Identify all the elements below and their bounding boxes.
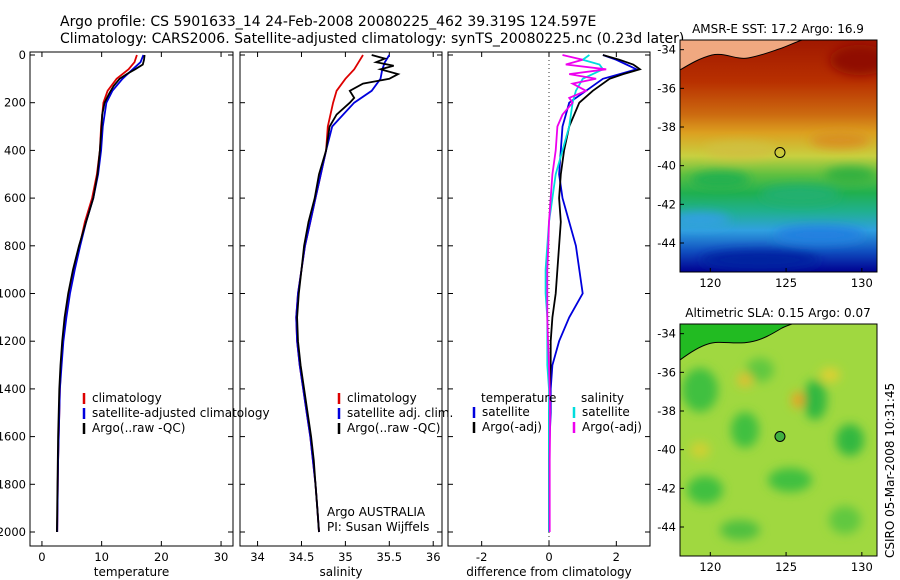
temp-xtick-label: 20 [154,550,169,564]
depth-tick-label: 400 [4,143,26,157]
map-ytick-label: -40 [657,159,676,173]
sst-map-frame [679,39,878,273]
temp-series-line-2 [56,54,146,533]
map-xtick-label: 120 [699,276,721,290]
map-ytick-label: -34 [657,327,676,341]
depth-tick-label: 1000 [0,287,26,301]
map-xtick-label: 125 [775,276,797,290]
diff-xtick-label: -2 [476,550,487,564]
sal-xlabel: salinity [319,565,362,579]
sla-argo-position-marker [774,431,786,443]
diff-legend-entry: Argo(-adj) [482,420,542,434]
temp-xtick-label: 10 [94,550,109,564]
sla-land [680,324,792,360]
sst-map-axes: 120 125 130 -34 -36 -38 -40 -42 -44 [657,43,873,290]
sst-map-title: AMSR-E SST: 17.2 Argo: 16.9 [692,22,864,36]
diff-xtick-label: 0 [545,550,552,564]
map-ytick-label: -44 [657,236,676,250]
depth-tick-label: 1800 [0,477,26,491]
depth-tick-label: 0 [19,48,26,62]
sst-argo-position-marker [774,147,786,159]
temp-legend-entry: Argo(..raw -QC) [92,421,185,435]
sal-xtick-label: 35.5 [376,550,402,564]
diff-series-line-2 [544,54,605,532]
depth-tick-label: 1200 [0,334,26,348]
map-ytick-label: -38 [657,120,676,134]
sal-legend-entry: satellite adj. clim. [347,406,453,420]
depth-tick-label: 1400 [0,382,26,396]
sla-coastline [680,324,793,361]
map-xtick-label: 120 [699,560,721,574]
map-xtick-label: 130 [851,560,873,574]
map-ytick-label: -36 [657,365,676,379]
figure-title-line2: Climatology: CARS2006. Satellite-adjuste… [60,31,684,47]
pi-institution-note: Argo AUSTRALIA [327,505,426,519]
map-xtick-label: 130 [851,276,873,290]
diff-legend-entry: Argo(-adj) [582,420,642,434]
sst-land [680,40,802,70]
sal-xtick-label: 35 [338,550,353,564]
sal-legend-entry: Argo(..raw -QC) [347,421,440,435]
figure-title-line1: Argo profile: CS 5901633_14 24-Feb-2008 … [60,14,596,30]
sal-xtick-label: 34.5 [289,550,315,564]
sst-map: 120 125 130 -34 -36 -38 -40 -42 -44 AMSR-E SST: … [657,22,878,290]
map-ytick-label: -42 [657,481,676,495]
diff-legend-entry: satellite [482,405,530,419]
diff-legend-entry: satellite [582,405,630,419]
sst-texture [680,45,877,270]
sla-map-title: Altimetric SLA: 0.15 Argo: 0.07 [685,306,870,320]
temp-xlabel: temperature [94,565,169,579]
diff-xlabel: difference from climatology [466,565,632,579]
sla-map: 120 125 130 -34 -36 -38 -40 -42 -44 Altimetric S… [657,306,878,574]
sst-coastline [680,40,803,71]
csiro-timestamp-label: CSIRO 05-Mar-2008 10:31:45 [883,383,897,558]
map-ytick-label: -42 [657,197,676,211]
temp-legend-entry: satellite-adjusted climatology [92,406,270,420]
diff-series-line-0 [548,54,640,532]
temp-xtick-label: 0 [38,550,45,564]
depth-tick-label: 200 [4,96,26,110]
depth-tick-label: 800 [4,239,26,253]
sal-series-line-1 [295,54,391,533]
sla-map-axes: 120 125 130 -34 -36 -38 -40 -42 -44 [657,327,873,574]
sla-map-frame [679,323,878,557]
map-xtick-label: 125 [775,560,797,574]
sal-plot-frame [239,51,443,547]
temperature-panel: 0 10 20 30 0 200 400 600 800 1000 1200 1400 1600 1800… [0,48,270,579]
pi-name-note: PI: Susan Wijffels [327,520,429,534]
sal-xtick-label: 36 [426,550,441,564]
sal-legend-entry: climatology [347,391,417,405]
temp-legend-entry: climatology [92,391,162,405]
depth-tick-label: 1600 [0,430,26,444]
depth-tick-label: 600 [4,191,26,205]
temp-xtick-label: 30 [214,550,229,564]
sal-xtick-label: 34 [250,550,265,564]
map-ytick-label: -38 [657,404,676,418]
diff-series-line-3 [546,54,607,532]
temp-plot-frame [29,51,234,547]
diff-legend-header-salinity: salinity [581,391,624,405]
salinity-panel: 34 34.5 35 35.5 36 salinity climatologysatelli… [239,51,453,579]
sla-texture [682,358,864,540]
diff-xtick-label: 2 [613,550,620,564]
map-ytick-label: -34 [657,43,676,57]
diff-legend-header-temperature: temperature [481,391,556,405]
map-ytick-label: -40 [657,443,676,457]
sst-map-image [680,40,877,272]
map-ytick-label: -44 [657,520,676,534]
sal-series-line-2 [296,54,401,533]
depth-tick-label: 2000 [0,525,26,539]
map-ytick-label: -36 [657,81,676,95]
